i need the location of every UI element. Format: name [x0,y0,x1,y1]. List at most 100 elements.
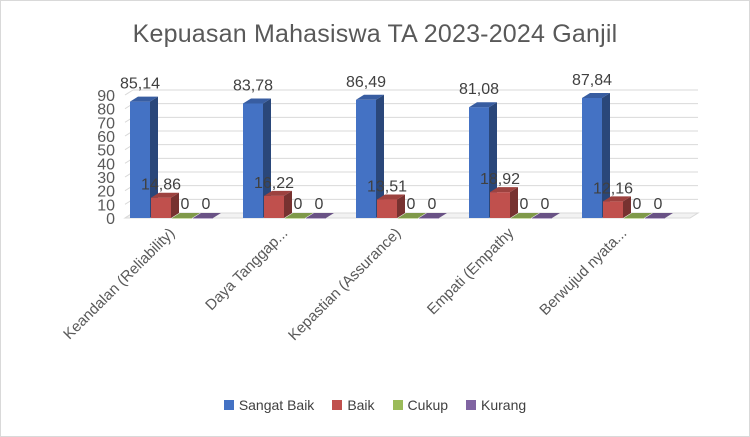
bar [398,213,426,219]
bar-front [377,199,397,218]
y-tick-label: 0 [106,211,115,228]
bar-top [172,213,200,218]
bar [511,213,539,219]
bar-top [306,213,334,218]
bar-front [582,97,602,218]
bar [243,98,271,218]
y-tick-label: 80 [97,102,115,119]
bar [285,213,313,219]
bar [306,213,334,219]
bar-front [193,218,213,219]
bar-front [511,218,531,219]
bar-front [306,218,326,219]
legend-item: Baik [332,397,375,413]
chart-legend: Sangat Baik Baik Cukup Kurang [0,397,750,413]
legend-label: Sangat Baik [238,397,315,413]
bar-top [490,187,518,193]
data-label: 0 [294,196,303,213]
x-category-label: Keandalan (Reliability) [60,225,178,343]
bar-top [603,196,631,202]
bar [419,213,447,219]
bar [130,96,158,218]
x-category-label: Daya Tanggap... [202,225,291,314]
bar-front [419,218,439,219]
legend-swatch [332,400,343,410]
bar-top [645,213,673,218]
bar-top [582,92,610,98]
bar [490,187,518,218]
bar-top [419,213,447,218]
bar-top [264,190,292,196]
data-label: 0 [315,196,324,213]
bar [172,213,200,219]
y-tick-label: 30 [97,170,115,187]
legend-label: Baik [347,397,375,413]
data-label: 85,14 [120,76,160,93]
y-tick-label: 10 [97,197,115,214]
y-tick-label: 90 [97,88,115,105]
bar [356,94,384,218]
legend-swatch [466,400,477,410]
bar [624,213,652,219]
bar-top [130,96,158,102]
bar-side [510,187,518,218]
bar-side [397,194,405,218]
bar-top [398,213,426,218]
bar-front [130,101,150,218]
legend-swatch [392,400,403,410]
legend-item: Cukup [392,397,449,413]
bar-top [151,192,179,198]
data-label: 0 [428,196,437,213]
y-tick-label: 40 [97,156,115,173]
bar-front [398,218,418,219]
bar-side [623,196,631,218]
data-label: 0 [181,196,190,213]
bar-side [284,190,292,218]
bar-front [532,218,552,219]
bar-front [645,218,665,219]
bar-top [377,194,405,200]
data-label: 83,78 [233,78,273,95]
bar-front [490,192,510,218]
legend-item: Kurang [466,397,526,413]
bar-top [285,213,313,218]
bar-side [376,94,384,218]
bar-top [243,98,271,104]
legend-swatch [223,400,234,410]
bar-front [624,218,644,219]
chart-title: Kepuasan Mahasiswa TA 2023-2024 Ganjil [132,20,618,48]
bar [193,213,221,219]
bar-front [469,107,489,218]
legend-label: Cukup [407,397,449,413]
bar-side [602,92,610,218]
bar-top [532,213,560,218]
data-label: 14,86 [141,177,181,194]
bar-front [264,195,284,218]
bar-top [469,102,497,108]
bar-front [603,201,623,218]
data-label: 16,22 [254,175,294,192]
data-label: 0 [654,196,663,213]
bar [582,92,610,218]
bar-top [356,94,384,100]
data-label: 0 [541,196,550,213]
legend-item: Sangat Baik [223,397,315,413]
data-label: 13,51 [367,179,407,196]
x-category-label: Kepastian (Assurance) [285,225,404,344]
x-category-label: Berwujud nyata... [536,225,630,319]
data-label: 0 [407,196,416,213]
y-tick-label: 50 [97,143,115,160]
y-tick-label: 60 [97,129,115,146]
data-label: 86,49 [346,74,386,91]
bar [377,194,405,218]
data-label: 0 [633,196,642,213]
data-label: 18,92 [480,171,520,188]
bar-front [356,99,376,218]
bar-side [171,192,179,218]
bar-top [193,213,221,218]
bar [532,213,560,219]
bar-top [511,213,539,218]
y-tick-label: 70 [97,115,115,132]
data-label: 0 [202,196,211,213]
bar-front [172,218,192,219]
